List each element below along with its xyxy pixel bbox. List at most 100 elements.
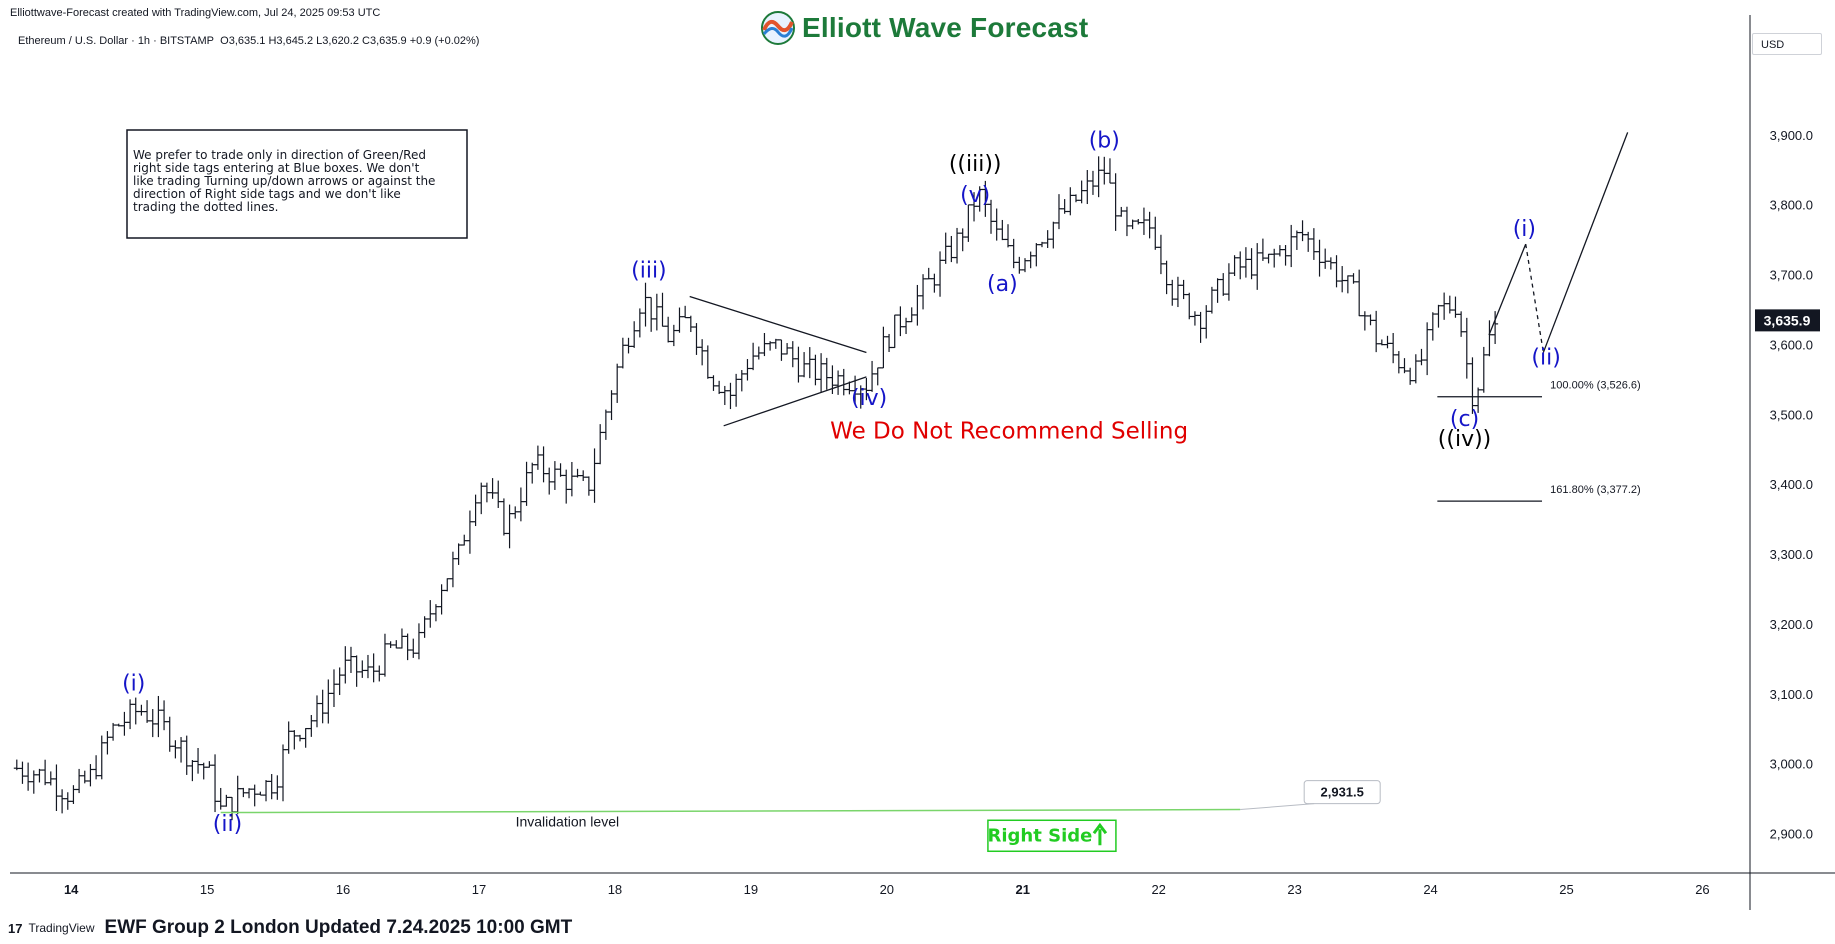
ohlc-bar bbox=[381, 633, 388, 677]
triangle-lower-line bbox=[723, 376, 867, 427]
ohlc-bar bbox=[1067, 187, 1074, 216]
ohlc-bar bbox=[937, 251, 944, 297]
ohlc-bar bbox=[64, 792, 71, 810]
currency-selector[interactable]: USD bbox=[1752, 33, 1822, 55]
projection-up-line bbox=[1542, 132, 1629, 353]
ohlc-bar bbox=[1242, 247, 1249, 278]
ohlc-bar bbox=[965, 204, 972, 242]
ohlc-bar bbox=[1038, 241, 1045, 248]
ohlc-bar bbox=[1435, 304, 1442, 328]
wave-label: (ii) bbox=[213, 812, 242, 837]
ohlc-bar bbox=[1248, 248, 1255, 280]
ohlc-bar bbox=[1310, 228, 1317, 260]
time-tick-label: 20 bbox=[880, 882, 894, 897]
ohlc-bar bbox=[1333, 255, 1340, 288]
ohlc-bar bbox=[149, 709, 156, 738]
ohlc-bar bbox=[761, 332, 768, 357]
invalidation-text: Invalidation level bbox=[516, 814, 620, 830]
ohlc-bar bbox=[608, 390, 615, 421]
ohlc-bar bbox=[1146, 211, 1153, 239]
ohlc-bar bbox=[784, 343, 791, 355]
ohlc-bar bbox=[1208, 286, 1215, 314]
ohlc-bar bbox=[1356, 269, 1363, 317]
ohlc-bar bbox=[1072, 194, 1079, 203]
ohlc-bar bbox=[1271, 248, 1278, 268]
ohlc-bar bbox=[993, 208, 1000, 241]
ohlc-bar bbox=[1378, 339, 1385, 346]
arrow-up-icon bbox=[1092, 822, 1108, 846]
ohlc-bar bbox=[687, 315, 694, 333]
ohlc-bar bbox=[551, 461, 558, 490]
ohlc-bar bbox=[257, 791, 264, 796]
ohlc-bar bbox=[98, 735, 105, 780]
ohlc-bar bbox=[432, 604, 439, 622]
ohlc-bar bbox=[313, 695, 320, 728]
ohlc-bar bbox=[920, 274, 927, 310]
ohlc-bar bbox=[959, 228, 966, 252]
ohlc-bar bbox=[1225, 263, 1232, 301]
ohlc-bar bbox=[772, 338, 779, 349]
ohlc-bar bbox=[47, 771, 54, 786]
wave-label: (ii) bbox=[1531, 345, 1560, 370]
ohlc-bar bbox=[223, 794, 230, 807]
ohlc-bar bbox=[580, 470, 587, 481]
ohlc-bar bbox=[183, 735, 190, 775]
ohlc-bar bbox=[1367, 314, 1374, 326]
ohlc-bar bbox=[455, 543, 462, 565]
ohlc-bar bbox=[1475, 387, 1482, 413]
ohlc-bar bbox=[127, 699, 134, 730]
ohlc-bar bbox=[115, 723, 122, 727]
ohlc-bar bbox=[1005, 224, 1012, 248]
ohlc-bar bbox=[619, 337, 626, 369]
time-tick-label: 19 bbox=[744, 882, 758, 897]
ohlc-bar bbox=[568, 461, 575, 497]
symbol-ohlc-legend: Ethereum / U.S. Dollar · 1h · BITSTAMP O… bbox=[18, 35, 479, 47]
ohlc-bar bbox=[625, 337, 632, 354]
note-box-line: like trading Turning up/down arrows or a… bbox=[133, 174, 435, 188]
time-tick-label: 15 bbox=[200, 882, 214, 897]
ohlc-bar bbox=[1191, 311, 1198, 326]
ohlc-bar bbox=[597, 424, 604, 465]
ohlc-bar bbox=[347, 646, 354, 673]
ohlc-bar bbox=[1157, 234, 1164, 275]
ohlc-bar bbox=[954, 227, 961, 264]
ohlc-bar bbox=[563, 469, 570, 504]
ohlc-bar bbox=[1407, 367, 1414, 385]
ohlc-bar bbox=[200, 762, 207, 780]
ohlc-bar bbox=[1259, 238, 1266, 261]
ohlc-values: O3,635.1 H3,645.2 L3,620.2 C3,635.9 +0.9… bbox=[220, 35, 480, 47]
ohlc-bar bbox=[421, 616, 428, 638]
ohlc-bar bbox=[823, 357, 830, 390]
time-tick-label: 21 bbox=[1016, 882, 1030, 897]
time-tick-label: 25 bbox=[1559, 882, 1573, 897]
ohlc-bar bbox=[1276, 245, 1283, 257]
ohlc-bar bbox=[1282, 245, 1289, 266]
note-box-line: We prefer to trade only in direction of … bbox=[133, 148, 426, 162]
time-tick-label: 17 bbox=[472, 882, 486, 897]
ohlc-bar bbox=[591, 448, 598, 503]
ohlc-bar bbox=[1373, 310, 1380, 353]
ohlc-bar bbox=[302, 727, 309, 748]
ohlc-bar bbox=[874, 367, 881, 386]
ohlc-bar bbox=[161, 700, 168, 731]
ohlc-bar bbox=[512, 506, 519, 519]
ohlc-bar bbox=[925, 267, 932, 280]
ohlc-bar bbox=[1480, 346, 1487, 393]
time-tick-label: 18 bbox=[608, 882, 622, 897]
ohlc-bar bbox=[13, 759, 20, 771]
fib-level-label: 161.80% (3,377.2) bbox=[1550, 484, 1641, 496]
wave-label: (iii) bbox=[631, 259, 667, 284]
wave-label: (i) bbox=[1513, 217, 1536, 242]
ohlc-bar bbox=[699, 339, 706, 366]
ohlc-bar bbox=[25, 762, 32, 791]
ohlc-bar bbox=[1412, 354, 1419, 384]
price-tick-label: 2,900.0 bbox=[1770, 827, 1813, 842]
wave-projection bbox=[1488, 132, 1629, 353]
ohlc-bar bbox=[942, 232, 949, 264]
ohlc-bar bbox=[789, 341, 796, 368]
ohlc-bar bbox=[1203, 305, 1210, 339]
ohlc-bar bbox=[1339, 266, 1346, 293]
ohlc-bar bbox=[682, 305, 689, 319]
ohlc-bar bbox=[76, 768, 83, 794]
